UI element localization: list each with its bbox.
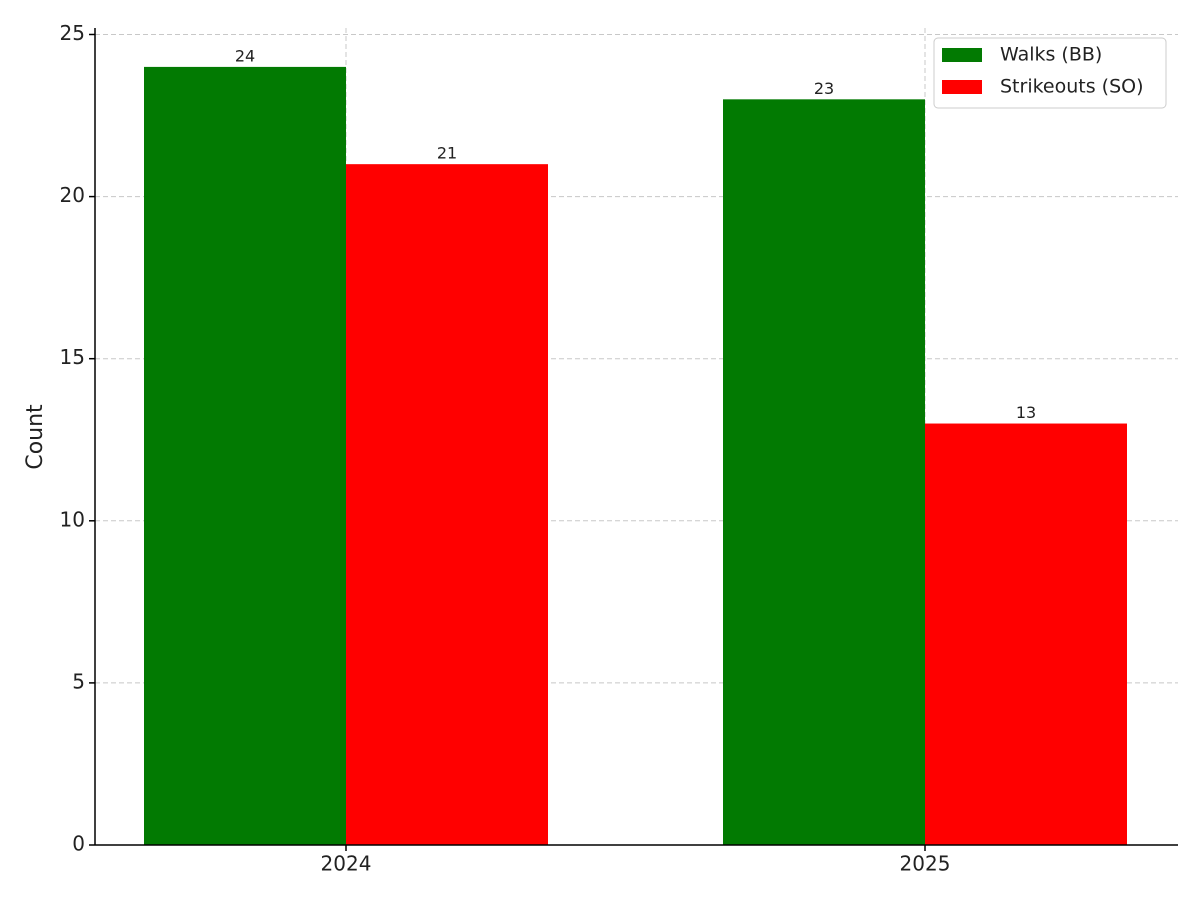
- value-label: 24: [235, 46, 255, 65]
- y-tick-label: 15: [60, 345, 85, 369]
- y-axis-label: Count: [23, 404, 48, 470]
- bar: [144, 66, 346, 845]
- bar: [346, 164, 548, 845]
- legend-swatch: [942, 80, 982, 94]
- x-tick-label: 2025: [900, 852, 951, 876]
- legend-label: Walks (BB): [1000, 44, 1102, 66]
- bar: [925, 423, 1127, 845]
- y-tick-label: 25: [60, 21, 85, 45]
- legend-label: Strikeouts (SO): [1000, 76, 1144, 98]
- bar: [723, 99, 925, 846]
- legend-swatch: [942, 48, 982, 62]
- value-label: 13: [1016, 403, 1036, 422]
- value-label: 21: [437, 144, 457, 163]
- legend: Walks (BB) Strikeouts (SO): [933, 37, 1167, 109]
- y-tick-label: 20: [60, 183, 85, 207]
- y-tick-label: 10: [60, 507, 85, 531]
- x-tick-label: 2024: [321, 852, 372, 876]
- value-label: 23: [814, 79, 834, 98]
- legend-frame: [933, 37, 1167, 109]
- y-tick-label: 5: [72, 669, 85, 693]
- y-tick-label: 0: [72, 832, 85, 856]
